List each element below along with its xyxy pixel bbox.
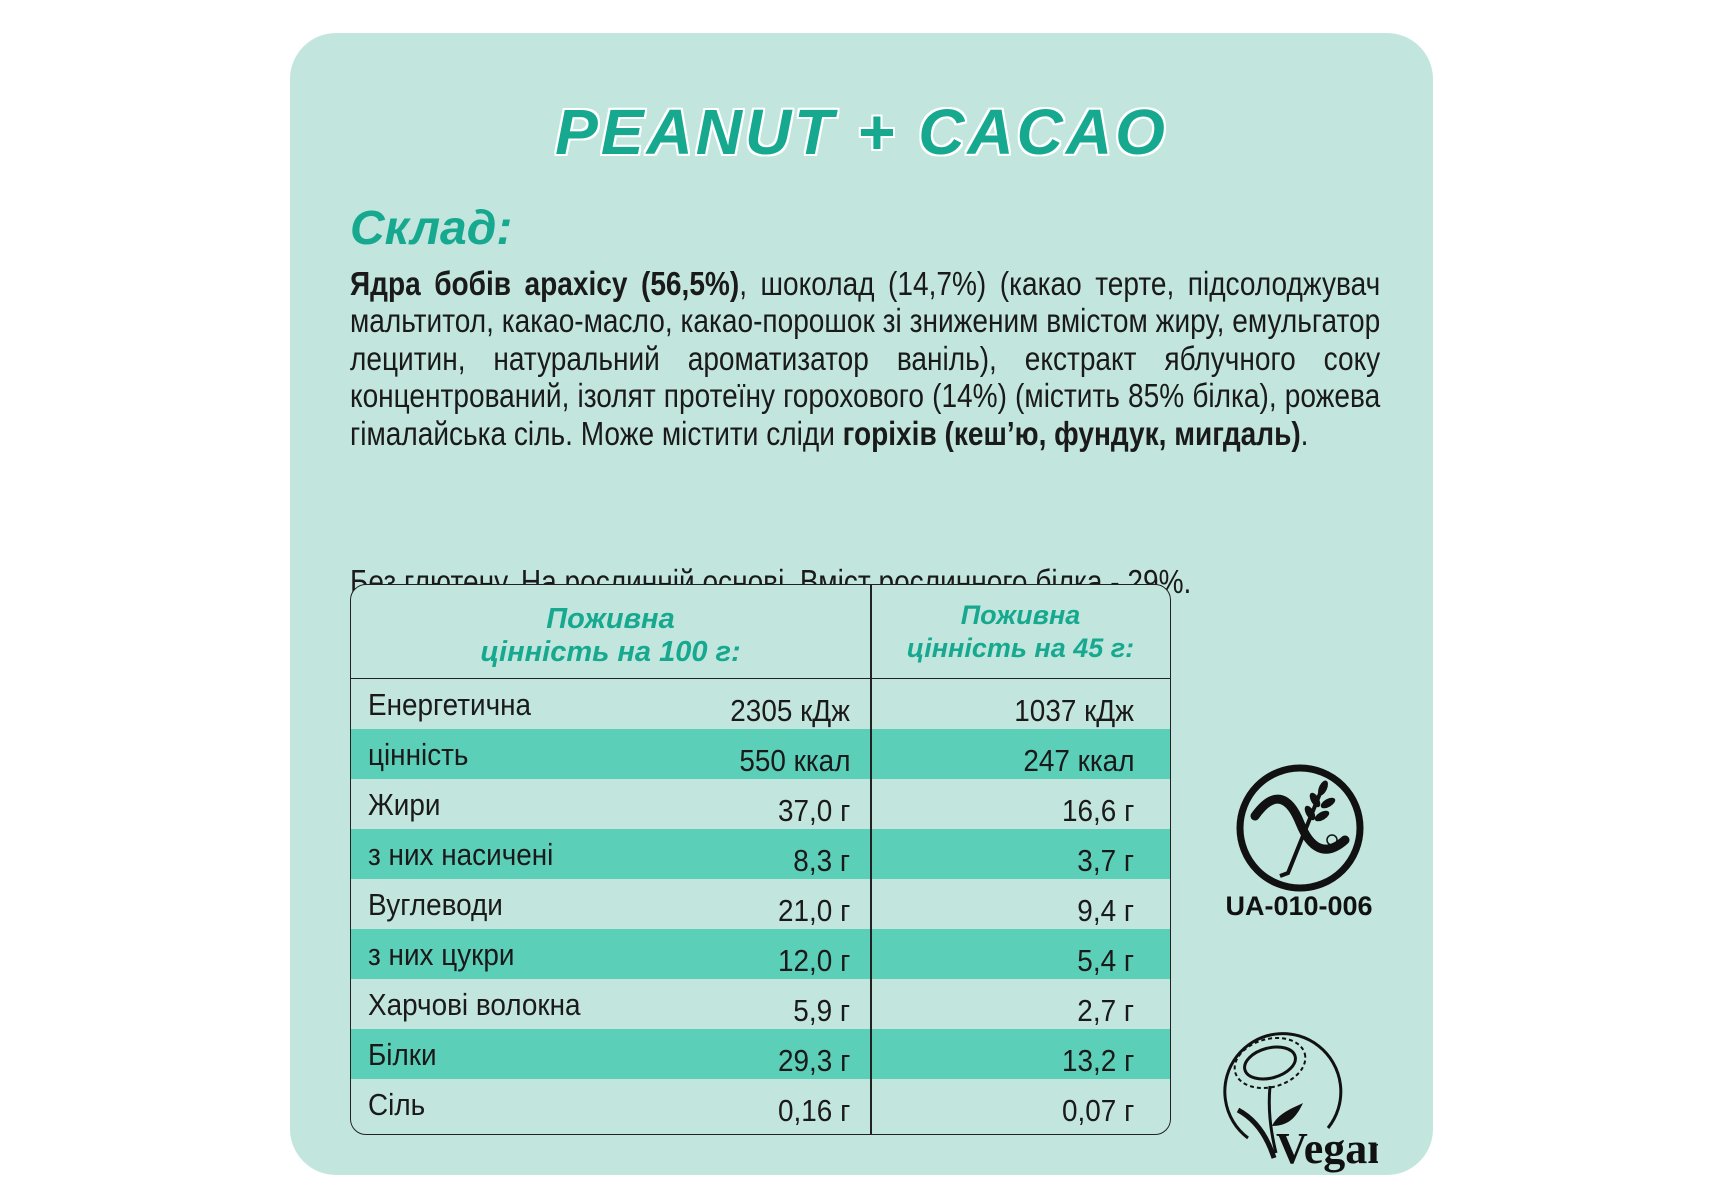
ingredients: Ядра бобів арахісу (56,5%), шоколад (14,… <box>350 265 1380 452</box>
table-row: з них цукри 12,0 г 5,4 г <box>351 929 1170 979</box>
ingredient-text: , шоколад (14,7%) (какао терте, підсолод… <box>350 265 1381 452</box>
gluten-free-code: UA-010-006 <box>1225 891 1373 921</box>
product-title: PEANUT + CACAO <box>555 96 1168 168</box>
table-row: Вуглеводи 21,0 г 9,4 г <box>351 879 1170 929</box>
value-per-45g: 3,7 г <box>1077 843 1134 878</box>
header-45g: Поживна цінність на 45 г: <box>871 599 1170 665</box>
header-line: Поживна <box>546 603 675 635</box>
allergen-bold: горіхів (кеш’ю, фундук, мигдаль) <box>842 414 1301 452</box>
nutrient-name: цінність <box>368 737 469 772</box>
table-row: Сіль 0,16 г 0,07 г <box>351 1079 1170 1129</box>
label-panel: PEANUT + CACAO Склад: Ядра бобів арахісу… <box>290 33 1433 1175</box>
value-per-100g: 550 ккал <box>738 743 850 778</box>
nutrition-table: Поживна цінність на 100 г: Поживна цінніст… <box>350 584 1171 1135</box>
ingredients-text: Ядра бобів арахісу (56,5%), шоколад (14,… <box>350 265 1380 452</box>
nutrient-name: з них цукри <box>368 937 515 972</box>
gluten-free-icon <box>1236 764 1364 892</box>
header-line: цінність на 100 г: <box>480 636 741 668</box>
ingredient-bold: Ядра бобів арахісу (56,5%) <box>350 265 740 302</box>
value-per-100g: 8,3 г <box>793 843 850 878</box>
nutrient-name: Вуглеводи <box>368 887 503 922</box>
value-per-100g: 0,16 г <box>777 1093 850 1128</box>
table-row: цінність 550 ккал 247 ккал <box>351 729 1170 779</box>
composition-heading: Склад: <box>350 202 513 255</box>
value-per-45g: 9,4 г <box>1077 893 1134 928</box>
header-line: цінність на 45 г: <box>906 633 1135 663</box>
value-per-45g: 13,2 г <box>1061 1043 1134 1078</box>
value-per-45g: 0,07 г <box>1061 1093 1134 1128</box>
column-divider <box>870 585 872 1134</box>
table-row: Енергетична 2305 кДж 1037 кДж <box>351 679 1170 729</box>
nutrient-name: Білки <box>368 1037 437 1072</box>
value-per-45g: 1037 кДж <box>1014 693 1134 728</box>
table-header: Поживна цінність на 100 г: Поживна цінніст… <box>351 585 1170 679</box>
nutrient-name: Сіль <box>368 1087 426 1122</box>
value-per-45g: 5,4 г <box>1077 943 1134 978</box>
table-row: Харчові волокна 5,9 г 2,7 г <box>351 979 1170 1029</box>
ingredient-end: . <box>1300 414 1309 452</box>
value-per-100g: 5,9 г <box>793 993 850 1028</box>
table-row: Жири 37,0 г 16,6 г <box>351 779 1170 829</box>
nutrient-name: Харчові волокна <box>368 987 581 1022</box>
value-per-100g: 37,0 г <box>777 793 850 828</box>
value-per-45g: 16,6 г <box>1061 793 1134 828</box>
nutrient-name: Енергетична <box>368 687 532 722</box>
header-100g: Поживна цінність на 100 г: <box>351 603 870 669</box>
value-per-45g: 247 ккал <box>1022 743 1134 778</box>
header-line: Поживна <box>960 600 1081 630</box>
value-per-100g: 29,3 г <box>777 1043 850 1078</box>
value-per-100g: 21,0 г <box>777 893 850 928</box>
vegan-text: Vegan <box>1276 1124 1378 1173</box>
value-per-45g: 2,7 г <box>1077 993 1134 1028</box>
vegan-icon: Vegan <box>1223 1032 1378 1173</box>
nutrient-name: з них насичені <box>368 837 554 872</box>
nutrient-name: Жири <box>368 787 441 822</box>
table-row: Білки 29,3 г 13,2 г <box>351 1029 1170 1079</box>
value-per-100g: 2305 кДж <box>730 693 850 728</box>
value-per-100g: 12,0 г <box>777 943 850 978</box>
table-row: з них насичені 8,3 г 3,7 г <box>351 829 1170 879</box>
